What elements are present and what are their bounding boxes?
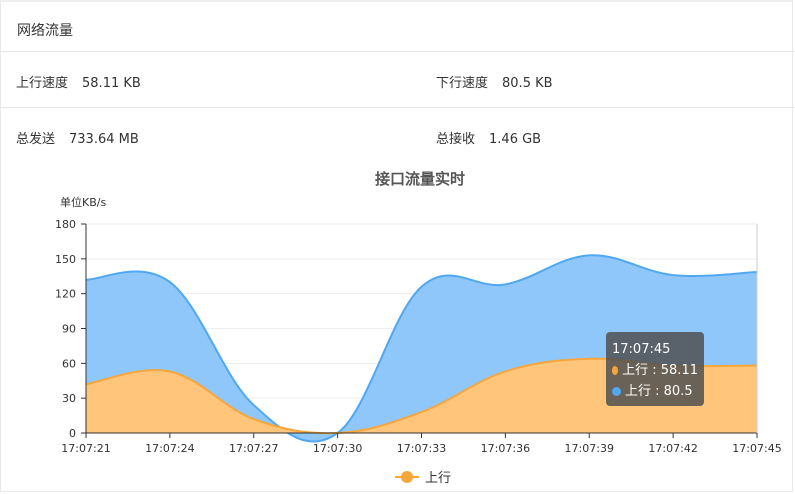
chart-tooltip: 17:07:45 上行 : 58.11 上行 : 80.5 xyxy=(606,332,704,406)
panel-title: 网络流量 xyxy=(17,23,73,39)
legend-marker-up xyxy=(395,470,419,484)
x-tick-label: 17:07:45 xyxy=(732,442,781,455)
x-tick-label: 17:07:30 xyxy=(313,442,362,455)
x-tick-label: 17:07:21 xyxy=(61,442,110,455)
tooltip-row-up-label: 上行 : 58.11 xyxy=(622,363,698,378)
y-tick-label: 0 xyxy=(69,427,76,440)
total-recv-label: 总接收 xyxy=(436,132,476,147)
tooltip-time: 17:07:45 xyxy=(612,342,671,357)
divider xyxy=(0,51,795,52)
series-line-down xyxy=(85,254,758,443)
tooltip-row-down: 上行 : 80.5 xyxy=(612,381,698,402)
y-tick-label: 90 xyxy=(62,323,76,336)
total-recv-value: 1.46 GB xyxy=(489,132,542,147)
total-sent-label: 总发送 xyxy=(16,132,56,147)
total-sent-value: 733.64 MB xyxy=(69,132,139,147)
x-tick-label: 17:07:39 xyxy=(565,442,614,455)
tooltip-dot-down xyxy=(612,387,621,396)
x-tick-labels: 17:07:21 17:07:24 17:07:27 17:07:30 17:07:33… xyxy=(61,433,782,455)
stat-up-speed: 上行速度 58.11 KB xyxy=(16,72,141,91)
down-speed-label: 下行速度 xyxy=(436,76,489,91)
x-tick-label: 17:07:42 xyxy=(648,442,697,455)
stat-total-recv: 总接收 1.46 GB xyxy=(436,128,541,147)
up-speed-label: 上行速度 xyxy=(16,76,69,91)
stat-down-speed: 下行速度 80.5 KB xyxy=(436,72,553,91)
y-tick-label: 120 xyxy=(55,288,76,301)
x-tick-label: 17:07:27 xyxy=(229,442,278,455)
y-tick-label: 180 xyxy=(55,218,76,231)
series-area-up xyxy=(86,358,757,434)
y-tick-label: 150 xyxy=(55,253,76,266)
tooltip-row-up: 上行 : 58.11 xyxy=(612,360,698,381)
tooltip-dot-up xyxy=(612,366,619,375)
y-tick-label: 60 xyxy=(62,357,76,370)
up-speed-value: 58.11 KB xyxy=(82,76,141,91)
x-tick-label: 17:07:36 xyxy=(481,442,530,455)
tooltip-row-down-label: 上行 : 80.5 xyxy=(625,384,693,399)
y-tick-labels: 0 30 60 90 120 150 180 xyxy=(55,218,86,440)
divider xyxy=(0,107,795,108)
y-axis-label: 单位KB/s xyxy=(60,195,106,209)
y-tick-label: 30 xyxy=(62,392,76,405)
down-speed-value: 80.5 KB xyxy=(502,76,553,91)
chart-legend[interactable]: 上行 xyxy=(395,467,451,486)
stat-total-sent: 总发送 733.64 MB xyxy=(16,128,139,147)
chart-title: 接口流量实时 xyxy=(375,170,465,188)
x-tick-label: 17:07:33 xyxy=(397,442,446,455)
legend-label-up: 上行 xyxy=(425,471,452,486)
x-tick-label: 17:07:24 xyxy=(145,442,194,455)
